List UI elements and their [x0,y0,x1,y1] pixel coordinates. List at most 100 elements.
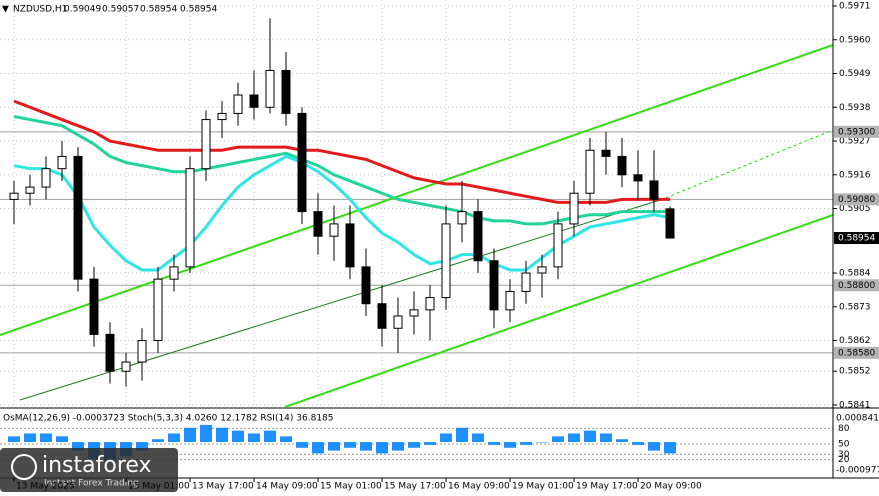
candle-body [57,155,67,170]
candle-body [153,278,163,342]
osma-bar [392,442,404,451]
moving-average [13,115,670,226]
level-label-bg [834,346,879,359]
osma-bar [136,442,148,451]
indicator-level-label: 30 [838,450,850,460]
candle-body [361,266,371,305]
x-tick-label: 20 May 09:00 [640,482,702,492]
watermark-brand: instaforex [42,453,152,478]
osma-bar [440,433,452,443]
y-tick-label: 0.5862 [839,336,871,346]
price-panel [9,18,675,387]
header-close: 0.58954 [180,5,217,15]
y-tick-label: 0.5927 [839,137,871,147]
candle-body [617,155,627,176]
indicator-level-label: 20 [838,455,850,465]
osma-bar [408,442,420,448]
osma-bar [152,439,164,443]
osma-bar [360,442,372,451]
candle-body [425,297,435,311]
candle-body [585,149,595,194]
osma-bar [184,427,196,443]
y-tick-label: 0.5841 [839,401,871,411]
watermark-logo [11,454,37,480]
indicator-panel [0,424,833,463]
x-tick-label: 19 May 01:00 [512,482,574,492]
header-arrow: ▼ [2,5,9,15]
osma-bar [216,427,228,443]
candle-body [281,69,291,114]
x-tick-label: 13 May 01:00 [128,482,190,492]
osma-bar [72,442,84,451]
osma-bar [344,442,356,448]
x-tick-label: 16 May 09:00 [448,482,510,492]
level-label: 0.59080 [838,195,875,205]
y-tick-label: 0.5852 [839,367,871,377]
level-label: 0.59300 [838,127,875,137]
osma-bar [472,433,484,443]
osma-bar [232,430,244,443]
osma-bar [520,442,532,445]
indicator-level-label: 80 [838,424,850,434]
price-label-bg [834,232,879,245]
candle-body [505,290,515,311]
candle-body [553,223,563,268]
x-tick-label: 13 May 17:00 [192,482,254,492]
osma-bar [56,436,68,443]
channel-middle-ext [659,129,833,201]
candle-body [345,223,355,268]
osma-bar [552,436,564,443]
y-tick-label: 0.5949 [839,69,871,79]
osma-bar [632,442,644,445]
y-tick-label: 0.5971 [839,2,871,12]
x-tick-label: 14 May 09:00 [256,482,318,492]
indicator-label: OsMA(12,26,9) -0.0003723 Stoch(5,3,3) 4.… [3,414,334,424]
y-tick-label: 0.5938 [839,103,871,113]
osma-bar [568,433,580,443]
candle-body [393,315,403,329]
candle-body [169,266,179,280]
osma-bar [648,442,660,451]
candle-body [649,180,659,200]
candle-body [217,112,227,121]
watermark: instaforex Instant Forex Trading [0,448,178,492]
candle-body [105,333,115,372]
moving-average [13,99,670,204]
candle-body [41,168,51,188]
osma-bar [424,442,436,445]
candle-body [249,94,259,108]
osma-bar [280,436,292,443]
candle-body [201,119,211,170]
y-tick-label: 0.5905 [839,204,871,214]
osma-bar [664,442,676,454]
candle-body [473,211,483,262]
osma-bar [264,430,276,443]
level-label-bg [834,193,879,206]
osma-bar [296,442,308,448]
candle-body [265,69,275,108]
candle-body [537,266,547,274]
x-tick-label: 15 May 17:00 [384,482,446,492]
price-label: 0.58954 [838,234,875,244]
y-tick-label: 0.5960 [839,35,871,45]
osma-bar [376,442,388,454]
x-tick-label: 13 May 2025 [16,482,75,492]
y-tick-label: 0.5884 [839,269,871,279]
candle-body [137,340,147,363]
x-tick-label: 15 May 01:00 [320,482,382,492]
indicator-axis-label: 0.000841 [836,414,879,424]
channel-lower [284,214,833,407]
candle-body [457,211,467,225]
candle-body [233,94,243,114]
header-low: 0.58954 [140,5,177,15]
osma-bar [328,442,340,451]
osma-bar [168,433,180,443]
candle-body [489,260,499,311]
header-high: 0.59057 [102,5,139,15]
candle-body [521,272,531,292]
indicator-level-label: 50 [838,440,850,450]
osma-bar [616,439,628,443]
candle-body [185,168,195,268]
